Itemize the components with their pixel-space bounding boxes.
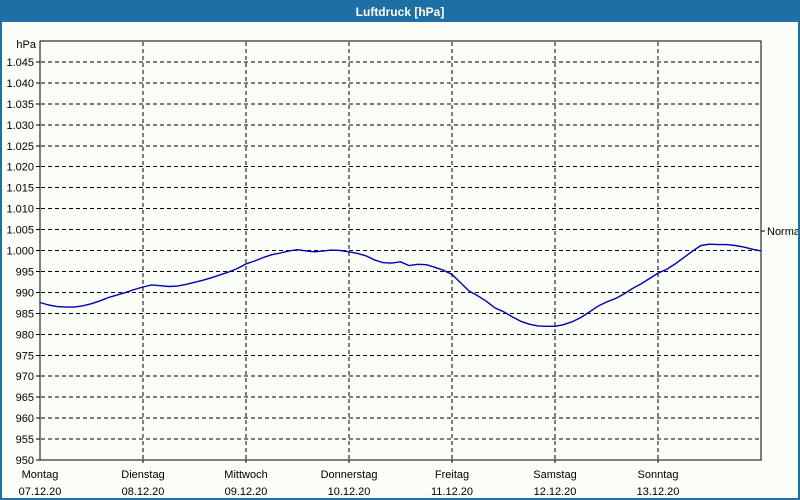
gridlines — [41, 42, 760, 459]
y-tick-label: 1.000 — [6, 246, 34, 258]
y-tick-label: 990 — [16, 287, 34, 299]
day-name-label: Samstag — [533, 469, 576, 481]
day-name-label: Montag — [22, 469, 59, 481]
pressure-curve — [39, 243, 762, 327]
y-tick-label: 995 — [16, 266, 34, 278]
y-tick-label: 1.025 — [6, 141, 34, 153]
day-date-label: 12.12.20 — [534, 486, 577, 498]
day-date-label: 07.12.20 — [19, 486, 62, 498]
day-date-label: 13.12.20 — [637, 486, 680, 498]
y-axis-labels: 1.045 1.040 1.035 1.030 1.025 1.020 1.015 1.010… — [6, 57, 34, 467]
day-name-label: Mittwoch — [224, 469, 267, 481]
x-axis-labels: Montag 07.12.20 Dienstag 08.12.20 Mittwoch 09… — [19, 469, 680, 498]
y-tick-label: 965 — [16, 392, 34, 404]
day-date-label: 10.12.20 — [328, 486, 371, 498]
y-tick-label: 950 — [16, 455, 34, 467]
day-name-label: Donnerstag — [321, 469, 378, 481]
x-axis-ticks — [142, 460, 659, 463]
y-tick-label: 1.040 — [6, 78, 34, 90]
y-tick-label: 1.005 — [6, 225, 34, 237]
y-tick-label: 1.030 — [6, 120, 34, 132]
day-date-label: 11.12.20 — [431, 486, 473, 498]
normal-pressure-marker: Normal — [761, 226, 798, 238]
window-titlebar: Luftdruck [hPa] — [2, 2, 798, 22]
y-tick-label: 975 — [16, 350, 34, 362]
day-date-label: 08.12.20 — [122, 486, 165, 498]
y-tick-label: 960 — [16, 413, 34, 425]
y-tick-label: 970 — [16, 371, 34, 383]
y-tick-label: 985 — [16, 308, 34, 320]
y-tick-label: 1.045 — [6, 57, 34, 69]
day-name-label: Sonntag — [638, 469, 679, 481]
y-tick-label: 1.010 — [6, 204, 34, 216]
day-date-label: 09.12.20 — [225, 486, 268, 498]
y-tick-label: 980 — [16, 329, 34, 341]
y-tick-label: 955 — [16, 434, 34, 446]
day-name-label: Freitag — [435, 469, 469, 481]
y-axis-unit-label: hPa — [16, 39, 36, 51]
normal-label: Normal — [767, 226, 798, 238]
y-tick-label: 1.035 — [6, 99, 34, 111]
y-axis-ticks — [36, 61, 40, 461]
y-tick-label: 1.015 — [6, 183, 34, 195]
day-name-label: Dienstag — [121, 469, 164, 481]
window-title: Luftdruck [hPa] — [355, 5, 445, 19]
y-tick-label: 1.020 — [6, 162, 34, 174]
